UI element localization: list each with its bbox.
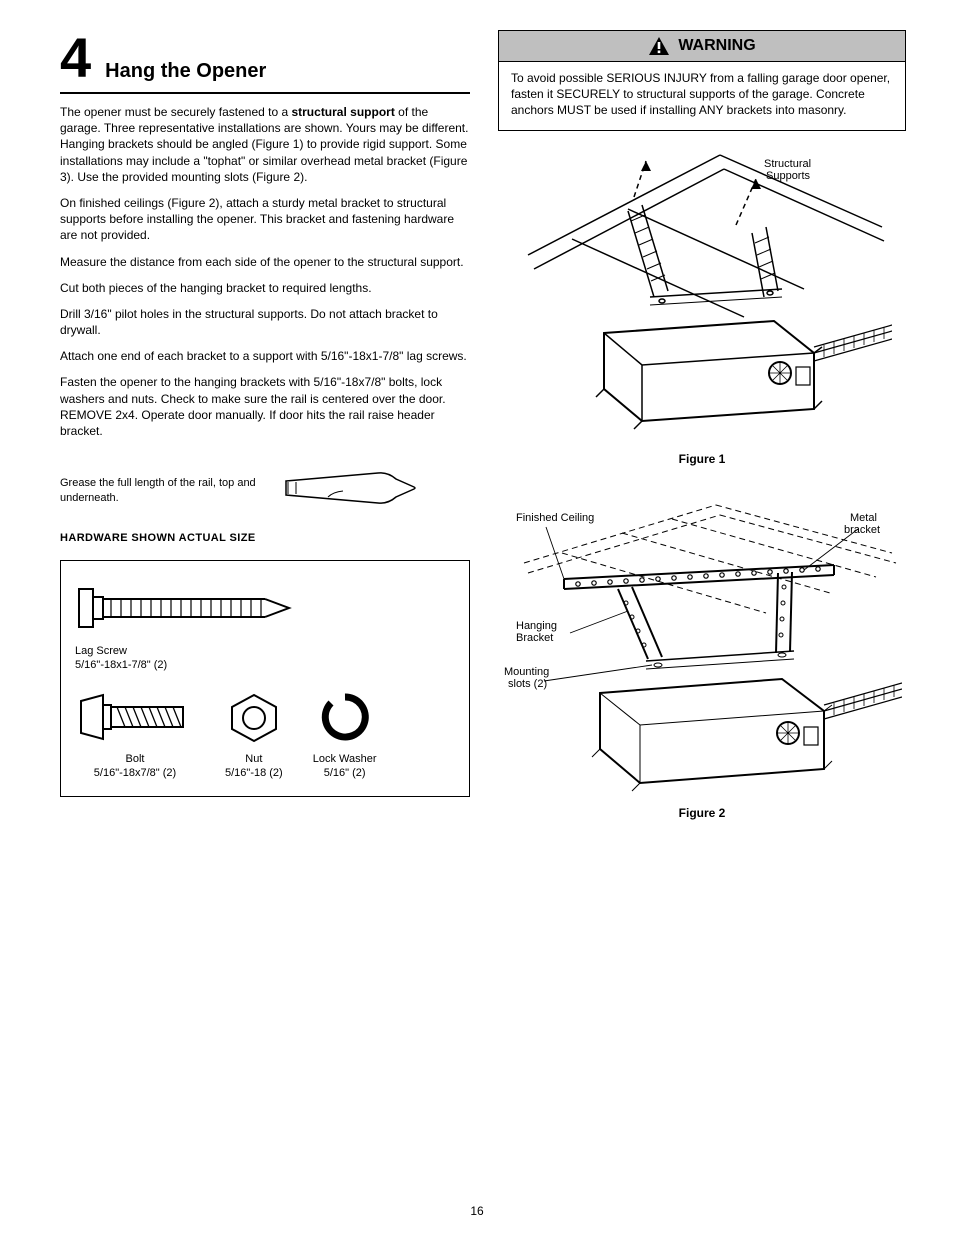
page-number: 16 <box>0 1203 954 1219</box>
warning-body: To avoid possible SERIOUS INJURY from a … <box>499 62 905 131</box>
figure-1: Structural Supports Figure 1 <box>498 149 906 467</box>
para-4: Cut both pieces of the hanging bracket t… <box>60 280 470 296</box>
warning-title: WARNING <box>678 35 755 57</box>
para-6: Attach one end of each bracket to a supp… <box>60 348 470 364</box>
para-1: The opener must be securely fastened to … <box>60 104 470 185</box>
lag-screw-label: Lag Screw 5/16"-18x1-7/8" (2) <box>75 645 455 673</box>
para-2: On finished ceilings (Figure 2), attach … <box>60 195 470 244</box>
grease-row: Grease the full length of the rail, top … <box>60 467 470 509</box>
instructions: The opener must be securely fastened to … <box>60 104 470 439</box>
svg-text:Metal: Metal <box>850 512 877 524</box>
lock-washer-icon <box>319 691 371 745</box>
hardware-box: Lag Screw 5/16"-18x1-7/8" (2) <box>60 560 470 797</box>
svg-text:bracket: bracket <box>844 524 880 536</box>
svg-text:slots (2): slots (2) <box>508 678 547 690</box>
svg-text:Mounting: Mounting <box>504 666 549 678</box>
nut-label: Nut 5/16"-18 (2) <box>225 753 283 781</box>
figure-2: Finished Ceiling Hanging Bracket Mountin… <box>498 493 906 821</box>
figure-1-label: Figure 1 <box>498 451 906 467</box>
warning-triangle-icon <box>648 36 670 56</box>
para-7: Fasten the opener to the hanging bracket… <box>60 374 470 439</box>
warning-box: WARNING To avoid possible SERIOUS INJURY… <box>498 30 906 131</box>
nut-icon <box>226 691 282 745</box>
step-title: Hang the Opener <box>105 58 266 85</box>
bolt-label: Bolt 5/16"-18x7/8" (2) <box>75 753 195 781</box>
bolt-icon <box>75 691 195 745</box>
step-number: 4 <box>60 30 91 86</box>
figure-2-label: Figure 2 <box>498 805 906 821</box>
step-header: 4 Hang the Opener <box>60 30 470 94</box>
grease-tube-icon <box>278 467 418 509</box>
para-3: Measure the distance from each side of t… <box>60 254 470 270</box>
lag-screw-icon <box>75 579 295 637</box>
para-5: Drill 3/16" pilot holes in the structura… <box>60 306 470 338</box>
washer-label: Lock Washer 5/16" (2) <box>313 753 377 781</box>
fig1-callout: Structural <box>764 158 811 170</box>
svg-text:Hanging: Hanging <box>516 620 557 632</box>
grease-label: Grease the full length of the rail, top … <box>60 476 260 506</box>
hardware-title: HARDWARE SHOWN ACTUAL SIZE <box>60 531 470 546</box>
warning-header: WARNING <box>499 31 905 62</box>
fig2-finished-callout: Finished Ceiling <box>516 512 594 524</box>
svg-text:Supports: Supports <box>766 170 811 182</box>
svg-text:Bracket: Bracket <box>516 632 553 644</box>
